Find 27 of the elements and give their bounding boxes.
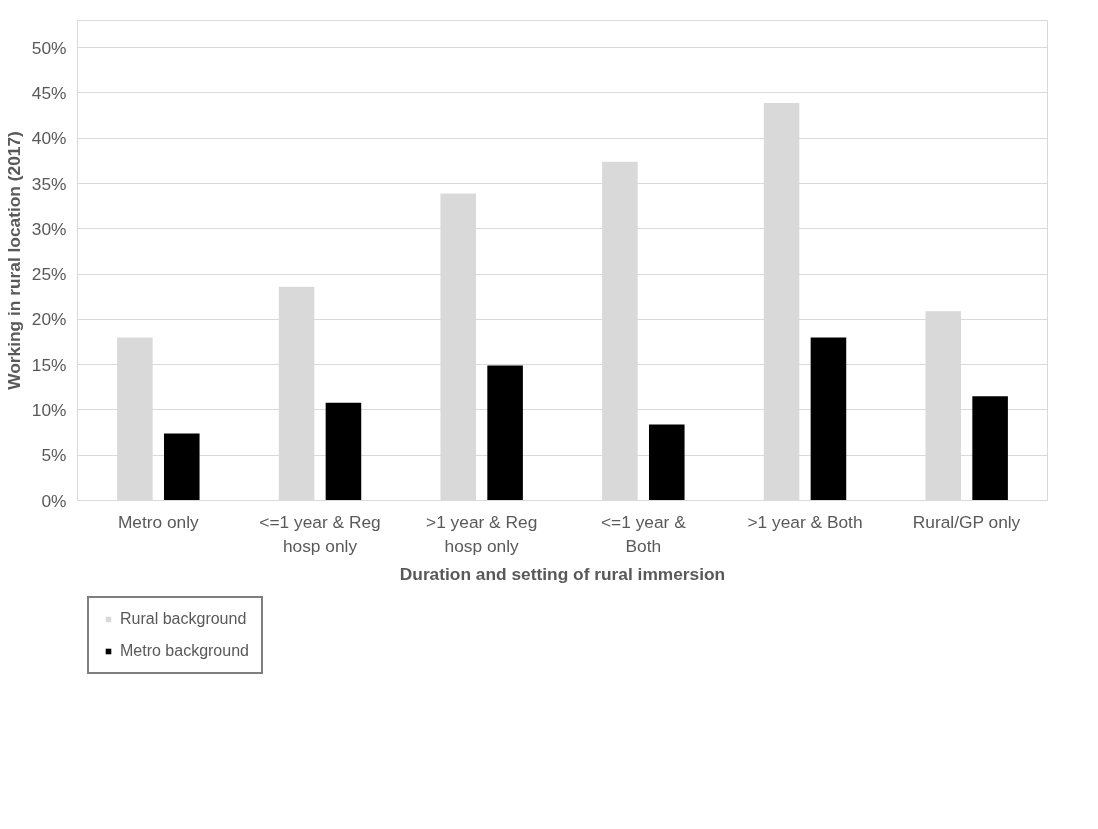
bar [972, 396, 1008, 501]
y-tick-label: 0% [41, 490, 67, 511]
x-tick-label: <=1 year & Both [600, 511, 687, 556]
x-axis-title: Duration and setting of rural immersion [399, 563, 726, 584]
legend-label: Metro background [120, 642, 249, 660]
y-axis-title: Working in rural location (2017) [3, 131, 24, 390]
x-tick-label: >1 year & Both [747, 511, 863, 532]
y-tick-label: 10% [31, 399, 67, 420]
y-tick-label: 45% [31, 82, 67, 103]
y-tick-label: 50% [31, 37, 67, 58]
y-tick-label: 40% [31, 128, 67, 149]
x-tick-label: Metro only [117, 511, 200, 532]
x-tick-label: >1 year & Reg hosp only [426, 511, 538, 556]
x-tick-label: Rural/GP only [912, 511, 1021, 532]
y-tick-label: 30% [31, 218, 67, 239]
y-tick-label: 35% [31, 173, 67, 194]
legend-label: Rural background [120, 610, 247, 628]
y-tick-label: 5% [41, 445, 67, 466]
x-tick-label: <=1 year & Reg hosp only [259, 511, 381, 556]
bar [325, 402, 362, 501]
bar [810, 337, 847, 501]
y-tick-label: 15% [31, 354, 67, 375]
bar [163, 433, 200, 501]
y-tick-label: 25% [31, 264, 67, 285]
bar [487, 365, 523, 501]
y-tick-label: 20% [31, 309, 67, 330]
bar [648, 424, 685, 501]
